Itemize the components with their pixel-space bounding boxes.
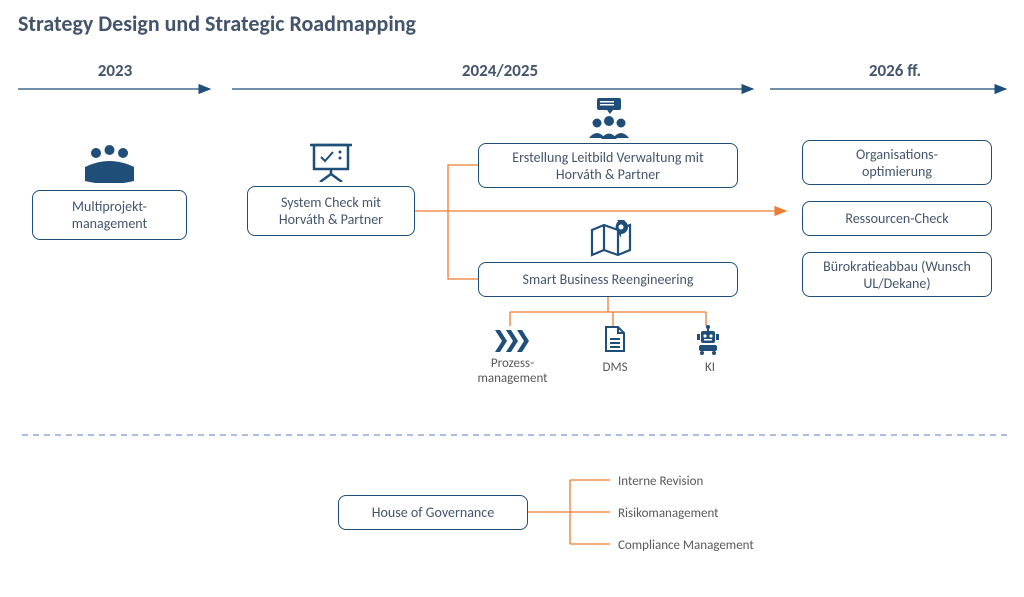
box-leitbild: Erstellung Leitbild Verwaltung mit Horvá… [478, 143, 738, 188]
sub-ki: KI [690, 360, 730, 375]
box-buerokratie: Bürokratieabbau (Wunsch UL/Dekane) [802, 252, 992, 297]
chevrons-icon [495, 330, 529, 352]
sub-dms: DMS [590, 360, 640, 375]
box-ressourcen: Ressourcen-Check [802, 201, 992, 236]
box-org: Organisations- optimierung [802, 140, 992, 185]
sub-prozess: Prozess- management [465, 356, 560, 386]
meeting-icon [82, 145, 137, 183]
robot-icon [695, 325, 721, 355]
box-house-of-governance: House of Governance [338, 495, 528, 530]
hog-interne-revision: Interne Revision [618, 474, 703, 489]
document-icon [604, 325, 626, 353]
presentation-board-icon [308, 140, 354, 182]
map-icon [590, 220, 632, 258]
hog-compliance: Compliance Management [618, 538, 754, 553]
box-smart: Smart Business Reengineering [478, 262, 738, 297]
hog-risikomanagement: Risikomanagement [618, 506, 719, 521]
box-systemcheck: System Check mit Horváth & Partner [247, 186, 415, 236]
audience-icon [585, 98, 633, 140]
box-multiprojekt: Multiprojekt- management [32, 190, 187, 240]
